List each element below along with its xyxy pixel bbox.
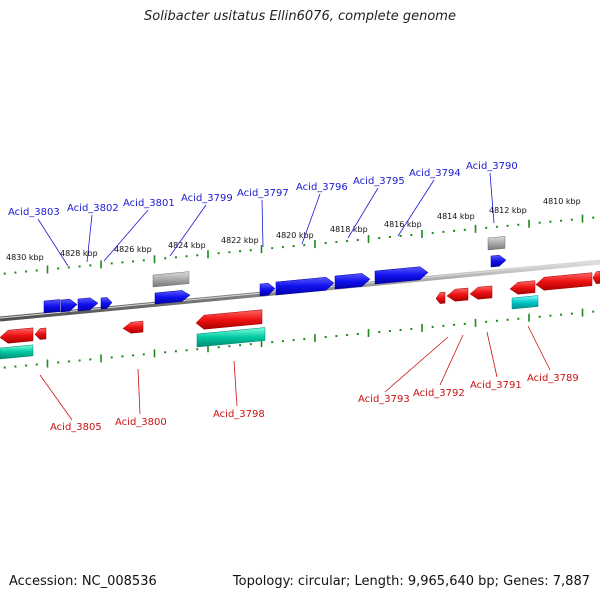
- scale-label: 4826 kbp: [114, 245, 152, 254]
- scale-label: 4818 kbp: [330, 225, 368, 234]
- gene-feature: [592, 271, 600, 284]
- gene-feature: [152, 271, 190, 288]
- genome-summary: Topology: circular; Length: 9,965,640 bp…: [232, 574, 590, 589]
- leader-line: [486, 331, 498, 378]
- gene-feature: [446, 287, 469, 302]
- gene-label: Acid_3791: [470, 380, 522, 391]
- gene-feature: [195, 309, 263, 330]
- gene-feature: [0, 327, 34, 344]
- gene-feature: [334, 273, 371, 290]
- gene-label: Acid_3790: [466, 161, 518, 172]
- gene-feature: [34, 327, 47, 340]
- leader-line: [301, 193, 321, 245]
- gene-label: Acid_3802: [67, 203, 119, 214]
- scale-label: 4816 kbp: [384, 220, 422, 229]
- leader-line: [137, 368, 141, 415]
- gene-feature: [374, 266, 429, 285]
- gene-feature: [43, 299, 61, 314]
- gene-label: Acid_3794: [409, 168, 461, 179]
- gene-feature: [509, 280, 536, 295]
- gene-label: Acid_3797: [237, 188, 289, 199]
- gene-label: Acid_3792: [413, 388, 465, 399]
- gene-feature: [511, 295, 539, 310]
- gene-feature: [535, 272, 593, 291]
- leader-line: [489, 172, 495, 224]
- gene-feature: [435, 291, 446, 304]
- gene-label: Acid_3801: [123, 198, 175, 209]
- gene-feature: [77, 297, 99, 312]
- gene-labels: Acid_3803 Acid_3802 Acid_3801 Acid_3799 Acid…: [8, 161, 579, 433]
- gene-label: Acid_3803: [8, 207, 60, 218]
- gene-feature: [487, 236, 506, 251]
- leader-line: [527, 325, 551, 371]
- scale-label: 4830 kbp: [6, 253, 44, 262]
- scale-label: 4824 kbp: [168, 241, 206, 250]
- gene-feature: [275, 276, 335, 296]
- gene-label: Acid_3799: [181, 193, 233, 204]
- leader-line: [261, 199, 264, 248]
- gene-label: Acid_3800: [115, 417, 167, 428]
- gene-label: Acid_3793: [358, 394, 410, 405]
- scale-label: 4810 kbp: [543, 197, 581, 206]
- genome-title: Solibacter usitatus Ellin6076, complete …: [144, 9, 456, 24]
- gene-feature: [100, 297, 113, 310]
- leader-line: [347, 187, 379, 239]
- bottom-scale-ticks: [3, 308, 595, 369]
- gene-feature: [469, 285, 493, 300]
- leader-line: [86, 214, 93, 263]
- gene-feature: [490, 254, 507, 268]
- gene-label: Acid_3789: [527, 373, 579, 384]
- label-leader-lines: [37, 172, 551, 421]
- gene-feature: [196, 327, 266, 348]
- scale-label: 4822 kbp: [221, 236, 259, 245]
- gene-label: Acid_3798: [213, 409, 265, 420]
- gene-feature: [0, 344, 34, 360]
- gene-feature: [60, 298, 78, 313]
- gene-feature: [154, 290, 191, 305]
- scale-label: 4814 kbp: [437, 212, 475, 221]
- scale-label: 4820 kbp: [276, 231, 314, 240]
- scale-label: 4812 kbp: [489, 206, 527, 215]
- leader-line: [37, 218, 69, 267]
- gene-feature: [122, 320, 144, 334]
- gene-label: Acid_3805: [50, 422, 102, 433]
- leader-line: [233, 360, 238, 407]
- leader-line: [384, 336, 449, 393]
- accession-text: Accession: NC_008536: [9, 574, 157, 589]
- leader-line: [169, 204, 207, 257]
- gene-label: Acid_3796: [296, 182, 348, 193]
- gene-features: [0, 236, 600, 360]
- gene-label: Acid_3795: [353, 176, 405, 187]
- scale-label: 4828 kbp: [60, 249, 98, 258]
- leader-line: [397, 179, 435, 237]
- gene-feature: [259, 282, 276, 297]
- scale-labels: 4830 kbp 4828 kbp 4826 kbp 4824 kbp 4822 kbp…: [6, 197, 581, 262]
- leader-line: [439, 334, 464, 386]
- top-scale-ticks: [3, 214, 595, 275]
- leader-line: [103, 209, 149, 262]
- leader-line: [39, 374, 73, 421]
